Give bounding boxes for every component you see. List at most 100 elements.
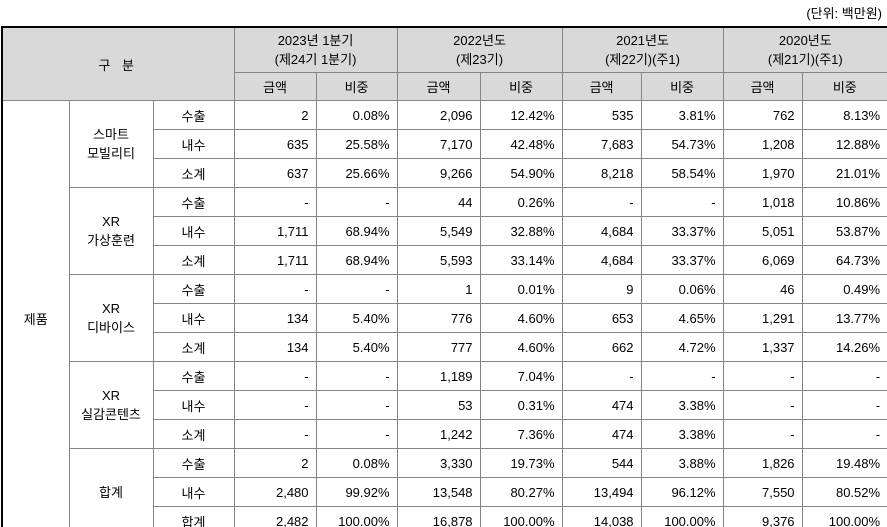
table-row: 소계 134 5.40% 777 4.60% 662 4.72% 1,337 1… bbox=[2, 332, 887, 362]
cell-ratio: 64.73% bbox=[801, 245, 887, 275]
cell-ratio: 0.06% bbox=[640, 274, 724, 304]
group-name-line: 실감콘텐츠 bbox=[81, 407, 141, 422]
cell-amount: 13,548 bbox=[396, 477, 481, 507]
group-label-xr-training: XR 가상훈련 bbox=[68, 187, 154, 275]
cell-amount: 5,549 bbox=[396, 216, 481, 246]
cell-ratio: 0.01% bbox=[479, 274, 563, 304]
cell-amount: 474 bbox=[561, 390, 642, 420]
cell-amount: 1,242 bbox=[396, 419, 481, 449]
cell-ratio: 42.48% bbox=[479, 129, 563, 159]
cell-ratio: - bbox=[640, 361, 724, 391]
cell-amount: 1,970 bbox=[722, 158, 803, 188]
table-row: 소계 1,711 68.94% 5,593 33.14% 4,684 33.37… bbox=[2, 245, 887, 275]
row-type-label: 수출 bbox=[152, 274, 235, 304]
cell-amount: 44 bbox=[396, 187, 481, 217]
product-group-label: 제품 bbox=[1, 100, 70, 527]
cell-ratio: - bbox=[315, 390, 398, 420]
row-type-label: 소계 bbox=[152, 245, 235, 275]
cell-ratio: 99.92% bbox=[315, 477, 398, 507]
cell-ratio: 80.52% bbox=[801, 477, 887, 507]
header-period-2020: 2020년도 (제21기)(주1) bbox=[722, 26, 887, 73]
group-name-line: 디바이스 bbox=[87, 320, 135, 335]
cell-amount: 9,266 bbox=[396, 158, 481, 188]
cell-ratio: 68.94% bbox=[315, 216, 398, 246]
table-row: XR 가상훈련 수출 - - 44 0.26% - - 1,018 10.86% bbox=[2, 187, 887, 275]
cell-amount: 9,376 bbox=[722, 506, 803, 527]
cell-ratio: - bbox=[315, 419, 398, 449]
cell-amount: - bbox=[233, 419, 317, 449]
cell-amount: 544 bbox=[561, 448, 642, 478]
header-period-2023q1: 2023년 1분기 (제24기 1분기) bbox=[233, 26, 398, 73]
cell-amount: 6,069 bbox=[722, 245, 803, 275]
cell-ratio: 0.08% bbox=[315, 100, 398, 130]
cell-amount: - bbox=[233, 274, 317, 304]
row-type-label: 내수 bbox=[152, 477, 235, 507]
header-period-2022: 2022년도 (제23기) bbox=[396, 26, 563, 73]
group-name-line: 모빌리티 bbox=[87, 146, 135, 161]
cell-ratio: 33.37% bbox=[640, 245, 724, 275]
cell-amount: 662 bbox=[561, 332, 642, 362]
cell-ratio: 12.42% bbox=[479, 100, 563, 130]
cell-ratio: - bbox=[640, 187, 724, 217]
cell-amount: 653 bbox=[561, 303, 642, 333]
period-subtitle: (제24기 1분기) bbox=[274, 52, 357, 67]
cell-amount: 4,684 bbox=[561, 245, 642, 275]
cell-amount: 3,330 bbox=[396, 448, 481, 478]
cell-amount: 637 bbox=[233, 158, 317, 188]
period-title: 2022년도 bbox=[453, 33, 506, 48]
header-ratio: 비중 bbox=[640, 72, 724, 101]
cell-ratio: 3.38% bbox=[640, 390, 724, 420]
header-amount: 금액 bbox=[396, 72, 481, 101]
table-row: 소계 - - 1,242 7.36% 474 3.38% - - bbox=[2, 419, 887, 449]
cell-ratio: 0.08% bbox=[315, 448, 398, 478]
table-row: 제품 스마트 모빌리티 수출 2 0.08% 2,096 12.42% 535 … bbox=[1, 100, 887, 527]
cell-amount: 53 bbox=[396, 390, 481, 420]
cell-amount: 1,189 bbox=[396, 361, 481, 391]
cell-ratio: 4.65% bbox=[640, 303, 724, 333]
cell-amount: 1,018 bbox=[722, 187, 803, 217]
header-gubun: 구 분 bbox=[1, 26, 235, 101]
cell-ratio: 25.66% bbox=[315, 158, 398, 188]
group-name-line: XR bbox=[101, 388, 121, 403]
cell-ratio: 19.48% bbox=[801, 448, 887, 478]
header-ratio: 비중 bbox=[315, 72, 398, 101]
cell-ratio: 100.00% bbox=[640, 506, 724, 527]
cell-amount: 1 bbox=[396, 274, 481, 304]
cell-amount: 7,170 bbox=[396, 129, 481, 159]
group-name-line: 합계 bbox=[99, 484, 123, 500]
cell-ratio: 100.00% bbox=[801, 506, 887, 527]
row-type-label: 합계 bbox=[152, 506, 235, 527]
cell-amount: 14,038 bbox=[561, 506, 642, 527]
cell-ratio: 3.88% bbox=[640, 448, 724, 478]
cell-amount: 8,218 bbox=[561, 158, 642, 188]
cell-ratio: 0.26% bbox=[479, 187, 563, 217]
cell-amount: 2 bbox=[233, 100, 317, 130]
row-type-label: 내수 bbox=[152, 390, 235, 420]
cell-amount: 1,208 bbox=[722, 129, 803, 159]
header-amount: 금액 bbox=[561, 72, 642, 101]
period-title: 2020년도 bbox=[778, 33, 832, 48]
cell-amount: 134 bbox=[233, 332, 317, 362]
cell-ratio: 33.37% bbox=[640, 216, 724, 246]
table-row: 내수 - - 53 0.31% 474 3.38% - - bbox=[2, 390, 887, 420]
cell-amount: 1,291 bbox=[722, 303, 803, 333]
header-ratio: 비중 bbox=[479, 72, 563, 101]
cell-ratio: 7.04% bbox=[479, 361, 563, 391]
revenue-breakdown-table: 구 분 2023년 1분기 (제24기 1분기) 2022년도 (제23기) 2… bbox=[1, 26, 887, 527]
cell-ratio: - bbox=[801, 361, 887, 391]
row-type-label: 내수 bbox=[152, 216, 235, 246]
cell-amount: - bbox=[561, 187, 642, 217]
group-label-smart-mobility: 스마트 모빌리티 bbox=[68, 100, 154, 188]
header-row-measures: 금액 비중 금액 비중 금액 비중 금액 비중 bbox=[2, 72, 887, 101]
cell-ratio: 96.12% bbox=[640, 477, 724, 507]
cell-ratio: 53.87% bbox=[801, 216, 887, 246]
cell-ratio: 19.73% bbox=[479, 448, 563, 478]
cell-ratio: 58.54% bbox=[640, 158, 724, 188]
group-label-xr-device: XR 디바이스 bbox=[68, 274, 154, 362]
cell-amount: 1,711 bbox=[233, 245, 317, 275]
unit-label: (단위: 백만원) bbox=[806, 6, 882, 21]
cell-amount: 2,096 bbox=[396, 100, 481, 130]
cell-amount: 474 bbox=[561, 419, 642, 449]
cell-amount: 2,482 bbox=[233, 506, 317, 527]
